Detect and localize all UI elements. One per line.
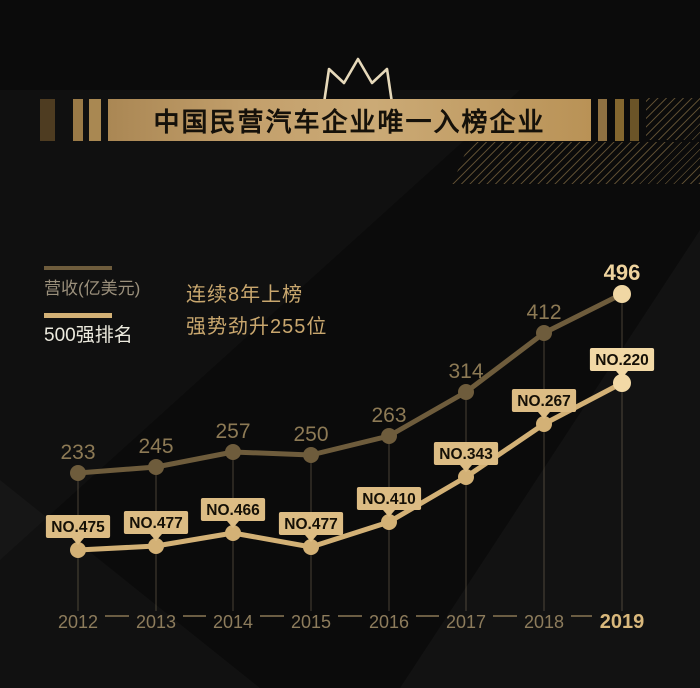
rank-badge (511, 389, 577, 412)
rank-badge (278, 512, 344, 535)
banner-side-stripe (630, 99, 639, 141)
rank-badge-label: NO.267 (517, 393, 570, 410)
revenue-data-point (536, 325, 552, 341)
revenue-data-point (303, 447, 319, 463)
banner-side-stripe (615, 99, 624, 141)
banner-side-stripe (598, 99, 607, 141)
rank-badge-pointer (227, 521, 239, 528)
rank-badge (200, 498, 266, 521)
revenue-value-label: 314 (448, 360, 483, 383)
rank-badge-label: NO.477 (284, 516, 337, 533)
rank-badge-pointer (460, 465, 472, 472)
legend-revenue-label: 营收(亿美元) (44, 279, 141, 298)
rank-badge-label: NO.343 (439, 446, 493, 463)
rank-badge-pointer (538, 412, 550, 419)
rank-badge-pointer (616, 371, 628, 378)
revenue-data-point (225, 444, 241, 460)
revenue-value-label: 263 (371, 404, 406, 427)
rank-data-point (536, 416, 552, 432)
revenue-line (75, 291, 625, 476)
title-banner: 中国民营汽车企业唯一入榜企业 (108, 99, 591, 141)
revenue-value-label: 496 (604, 260, 641, 285)
rank-badge-label: NO.220 (595, 352, 648, 369)
x-axis-year-label: 2013 (136, 612, 176, 632)
intro-line-2: 强势劲升255位 (186, 316, 328, 338)
rank-badge-pointer (383, 510, 395, 517)
x-axis-year-label: 2014 (213, 612, 253, 632)
intro-line-1: 连续8年上榜 (186, 284, 304, 306)
x-axis-year-label: 2016 (369, 612, 409, 632)
rank-data-point (303, 539, 319, 555)
banner-side-stripe (89, 99, 101, 141)
rank-badge (45, 515, 111, 538)
rank-data-point (381, 514, 397, 530)
rank-badge (433, 442, 499, 465)
revenue-value-label: 233 (60, 441, 95, 464)
revenue-value-label: 245 (138, 435, 173, 458)
revenue-data-point (613, 285, 631, 303)
x-axis-year-label: 2018 (524, 612, 564, 632)
x-axis-year-label: 2015 (291, 612, 331, 632)
page-title: 中国民营汽车企业唯一入榜企业 (153, 106, 546, 137)
banner-side-stripe (40, 99, 55, 141)
revenue-data-point (458, 384, 474, 400)
rank-badge-label: NO.477 (129, 515, 182, 532)
rank-line (75, 380, 625, 553)
legend-rank-label: 500强排名 (44, 325, 133, 346)
rank-data-point (613, 374, 631, 392)
rank-badge-label: NO.466 (206, 502, 260, 519)
revenue-data-point (70, 465, 86, 481)
crown-icon (322, 57, 394, 104)
rank-data-point (458, 469, 474, 485)
banner-side-stripe (73, 99, 83, 141)
rank-badge-pointer (72, 538, 84, 545)
revenue-data-point (148, 459, 164, 475)
intro-text: 连续8年上榜 强势劲升255位 (186, 279, 327, 343)
x-axis-year-label: 2017 (446, 612, 486, 632)
rank-badge-label: NO.410 (362, 491, 415, 508)
rank-badge-label: NO.475 (51, 519, 105, 536)
revenue-value-label: 412 (526, 301, 561, 324)
revenue-data-point (381, 428, 397, 444)
rank-data-point (70, 542, 86, 558)
rank-badge-pointer (150, 534, 162, 541)
revenue-value-label: 257 (215, 420, 250, 443)
rank-badge (123, 511, 189, 534)
x-axis-year-label: 2012 (58, 612, 98, 632)
legend-revenue-line-swatch (44, 266, 112, 270)
rank-badge (589, 348, 655, 371)
x-axis-year-label: 2019 (600, 611, 645, 633)
rank-data-point (225, 525, 241, 541)
legend-rank-line-swatch (44, 313, 112, 318)
rank-badge-pointer (305, 535, 317, 542)
rank-data-point (148, 538, 164, 554)
rank-badge (356, 487, 422, 510)
revenue-value-label: 250 (293, 423, 328, 446)
